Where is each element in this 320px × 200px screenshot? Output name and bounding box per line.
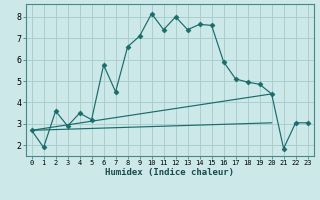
X-axis label: Humidex (Indice chaleur): Humidex (Indice chaleur) [105,168,234,177]
